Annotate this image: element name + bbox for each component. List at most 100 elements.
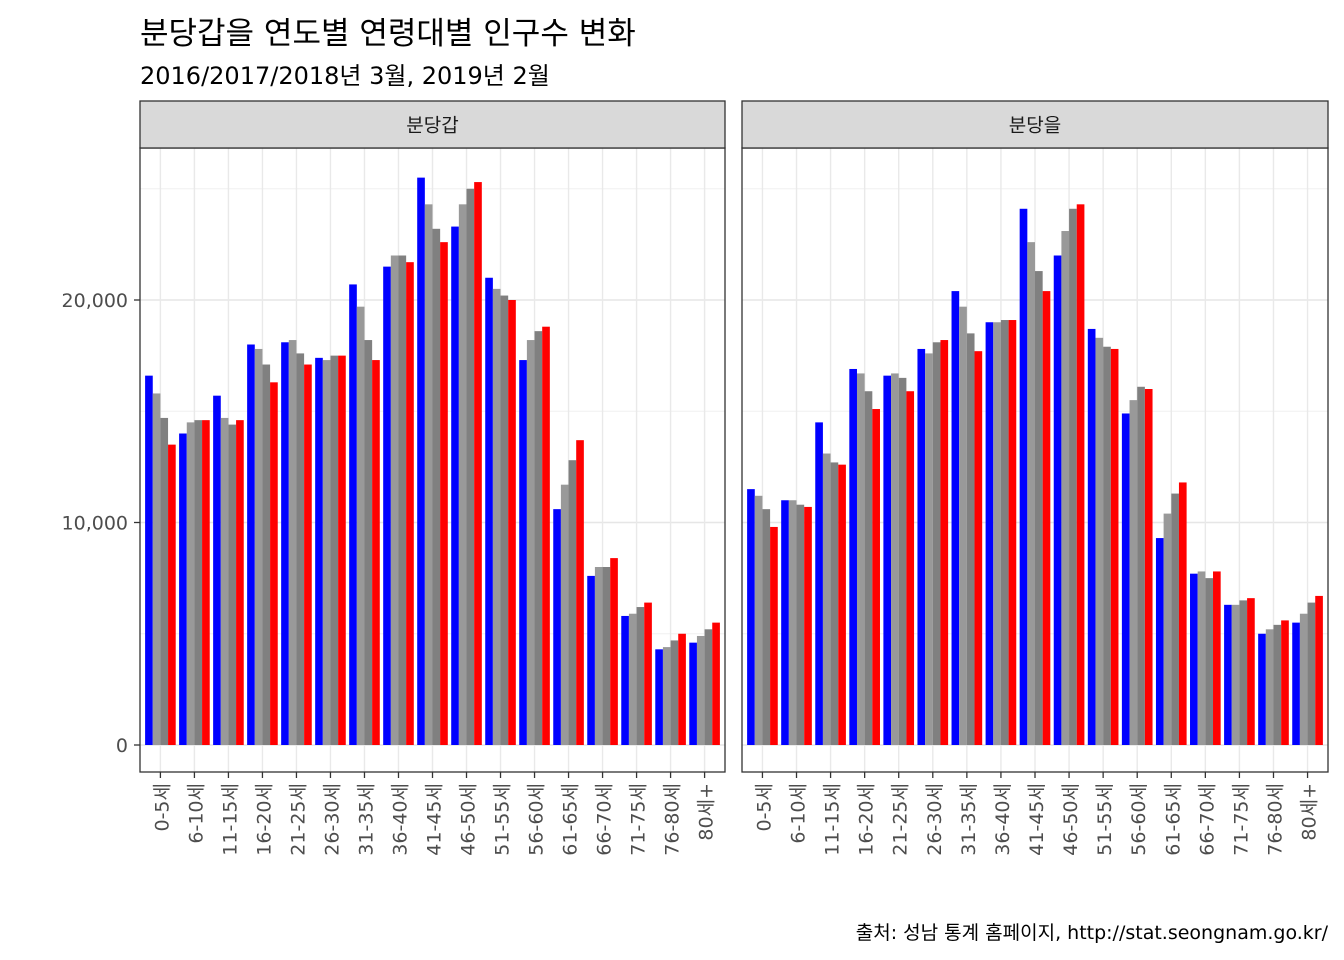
x-tick-label: 71-75세 bbox=[628, 783, 650, 856]
bar bbox=[940, 340, 949, 745]
bar bbox=[202, 420, 210, 745]
bar bbox=[1213, 571, 1221, 745]
bar bbox=[1265, 629, 1274, 745]
x-tick-label: 21-25세 bbox=[890, 783, 912, 856]
bar bbox=[553, 509, 561, 745]
bar bbox=[966, 333, 975, 745]
bar bbox=[213, 395, 221, 745]
bar bbox=[1137, 386, 1145, 745]
bar bbox=[696, 635, 705, 745]
bar bbox=[689, 642, 697, 745]
bar bbox=[891, 373, 899, 745]
bar bbox=[1000, 320, 1009, 745]
bar bbox=[356, 306, 365, 745]
bar bbox=[1042, 291, 1051, 745]
bar bbox=[1292, 622, 1300, 745]
bar bbox=[959, 306, 967, 745]
bar bbox=[247, 344, 255, 745]
x-tick-label: 56-60세 bbox=[1128, 783, 1150, 856]
x-tick-label: 21-25세 bbox=[287, 783, 309, 856]
bar bbox=[1281, 620, 1289, 745]
x-tick-label: 61-65세 bbox=[1162, 783, 1184, 856]
x-tick-label: 41-45세 bbox=[424, 783, 446, 856]
chart-title: 분당갑을 연도별 연령대별 인구수 변화 bbox=[140, 16, 636, 52]
bar bbox=[1163, 513, 1172, 745]
bar bbox=[179, 433, 187, 745]
bar bbox=[1178, 482, 1187, 745]
x-tick-label: 31-35세 bbox=[958, 783, 980, 856]
bar bbox=[534, 331, 543, 745]
bar bbox=[883, 375, 892, 745]
bar bbox=[1299, 613, 1308, 745]
bar bbox=[576, 440, 584, 745]
bar bbox=[372, 360, 380, 745]
x-tick-label: 0-5세 bbox=[151, 783, 173, 832]
bar bbox=[474, 182, 482, 745]
bar bbox=[500, 295, 509, 745]
bar bbox=[1095, 337, 1104, 745]
bar bbox=[864, 391, 873, 745]
bar bbox=[838, 464, 846, 745]
bar bbox=[186, 422, 195, 745]
bar bbox=[519, 360, 527, 745]
x-tick-label: 36-40세 bbox=[992, 783, 1014, 856]
bar bbox=[194, 420, 203, 745]
bar bbox=[383, 266, 391, 745]
bar bbox=[804, 506, 812, 745]
bar bbox=[254, 348, 263, 745]
x-tick-label: 71-75세 bbox=[1230, 783, 1252, 856]
bar bbox=[856, 373, 865, 745]
bar bbox=[236, 420, 244, 745]
facet-strip bbox=[741, 100, 1329, 149]
bar bbox=[390, 255, 399, 745]
bar bbox=[849, 368, 857, 745]
bar bbox=[1224, 604, 1232, 745]
bar bbox=[440, 242, 448, 745]
x-tick-label: 46-50세 bbox=[458, 783, 480, 856]
bar bbox=[338, 355, 346, 745]
bar bbox=[349, 284, 357, 745]
bar bbox=[281, 342, 289, 745]
bar bbox=[815, 422, 823, 745]
x-tick-label: 0-5세 bbox=[753, 783, 775, 832]
bar bbox=[322, 360, 331, 745]
bar bbox=[1129, 400, 1138, 745]
bar bbox=[770, 526, 778, 745]
bar bbox=[704, 629, 713, 745]
bar bbox=[424, 204, 433, 745]
bar bbox=[1019, 208, 1028, 745]
x-tick-label: 76-80세 bbox=[662, 783, 684, 856]
bar bbox=[1069, 208, 1077, 745]
bar bbox=[655, 649, 663, 745]
bar bbox=[1087, 328, 1096, 745]
x-tick-label: 66-70세 bbox=[1196, 783, 1218, 856]
facet-label: 분당갑 bbox=[406, 115, 458, 137]
x-tick-label: 6-10세 bbox=[788, 783, 810, 844]
x-tick-label: 76-80세 bbox=[1264, 783, 1286, 856]
bar bbox=[451, 226, 459, 745]
bar bbox=[796, 504, 805, 745]
bar bbox=[315, 357, 323, 745]
bar bbox=[754, 495, 763, 745]
x-tick-label: 16-20세 bbox=[856, 783, 878, 856]
x-tick-label: 31-35세 bbox=[355, 783, 377, 856]
bar bbox=[662, 647, 671, 745]
bar bbox=[432, 228, 441, 746]
bar bbox=[304, 364, 312, 745]
bar bbox=[485, 277, 493, 745]
bar bbox=[712, 622, 720, 745]
bar bbox=[621, 615, 629, 745]
x-tick-label: 36-40세 bbox=[389, 783, 411, 856]
bar bbox=[542, 326, 550, 745]
bar bbox=[587, 575, 595, 745]
bar bbox=[974, 351, 983, 745]
bar bbox=[1110, 348, 1119, 745]
bar bbox=[296, 353, 305, 745]
bar bbox=[610, 558, 618, 745]
bar bbox=[747, 489, 755, 745]
bar bbox=[1205, 578, 1214, 745]
bar bbox=[1144, 389, 1153, 745]
bar bbox=[1247, 598, 1255, 745]
bar bbox=[762, 509, 771, 745]
bar bbox=[788, 500, 797, 745]
